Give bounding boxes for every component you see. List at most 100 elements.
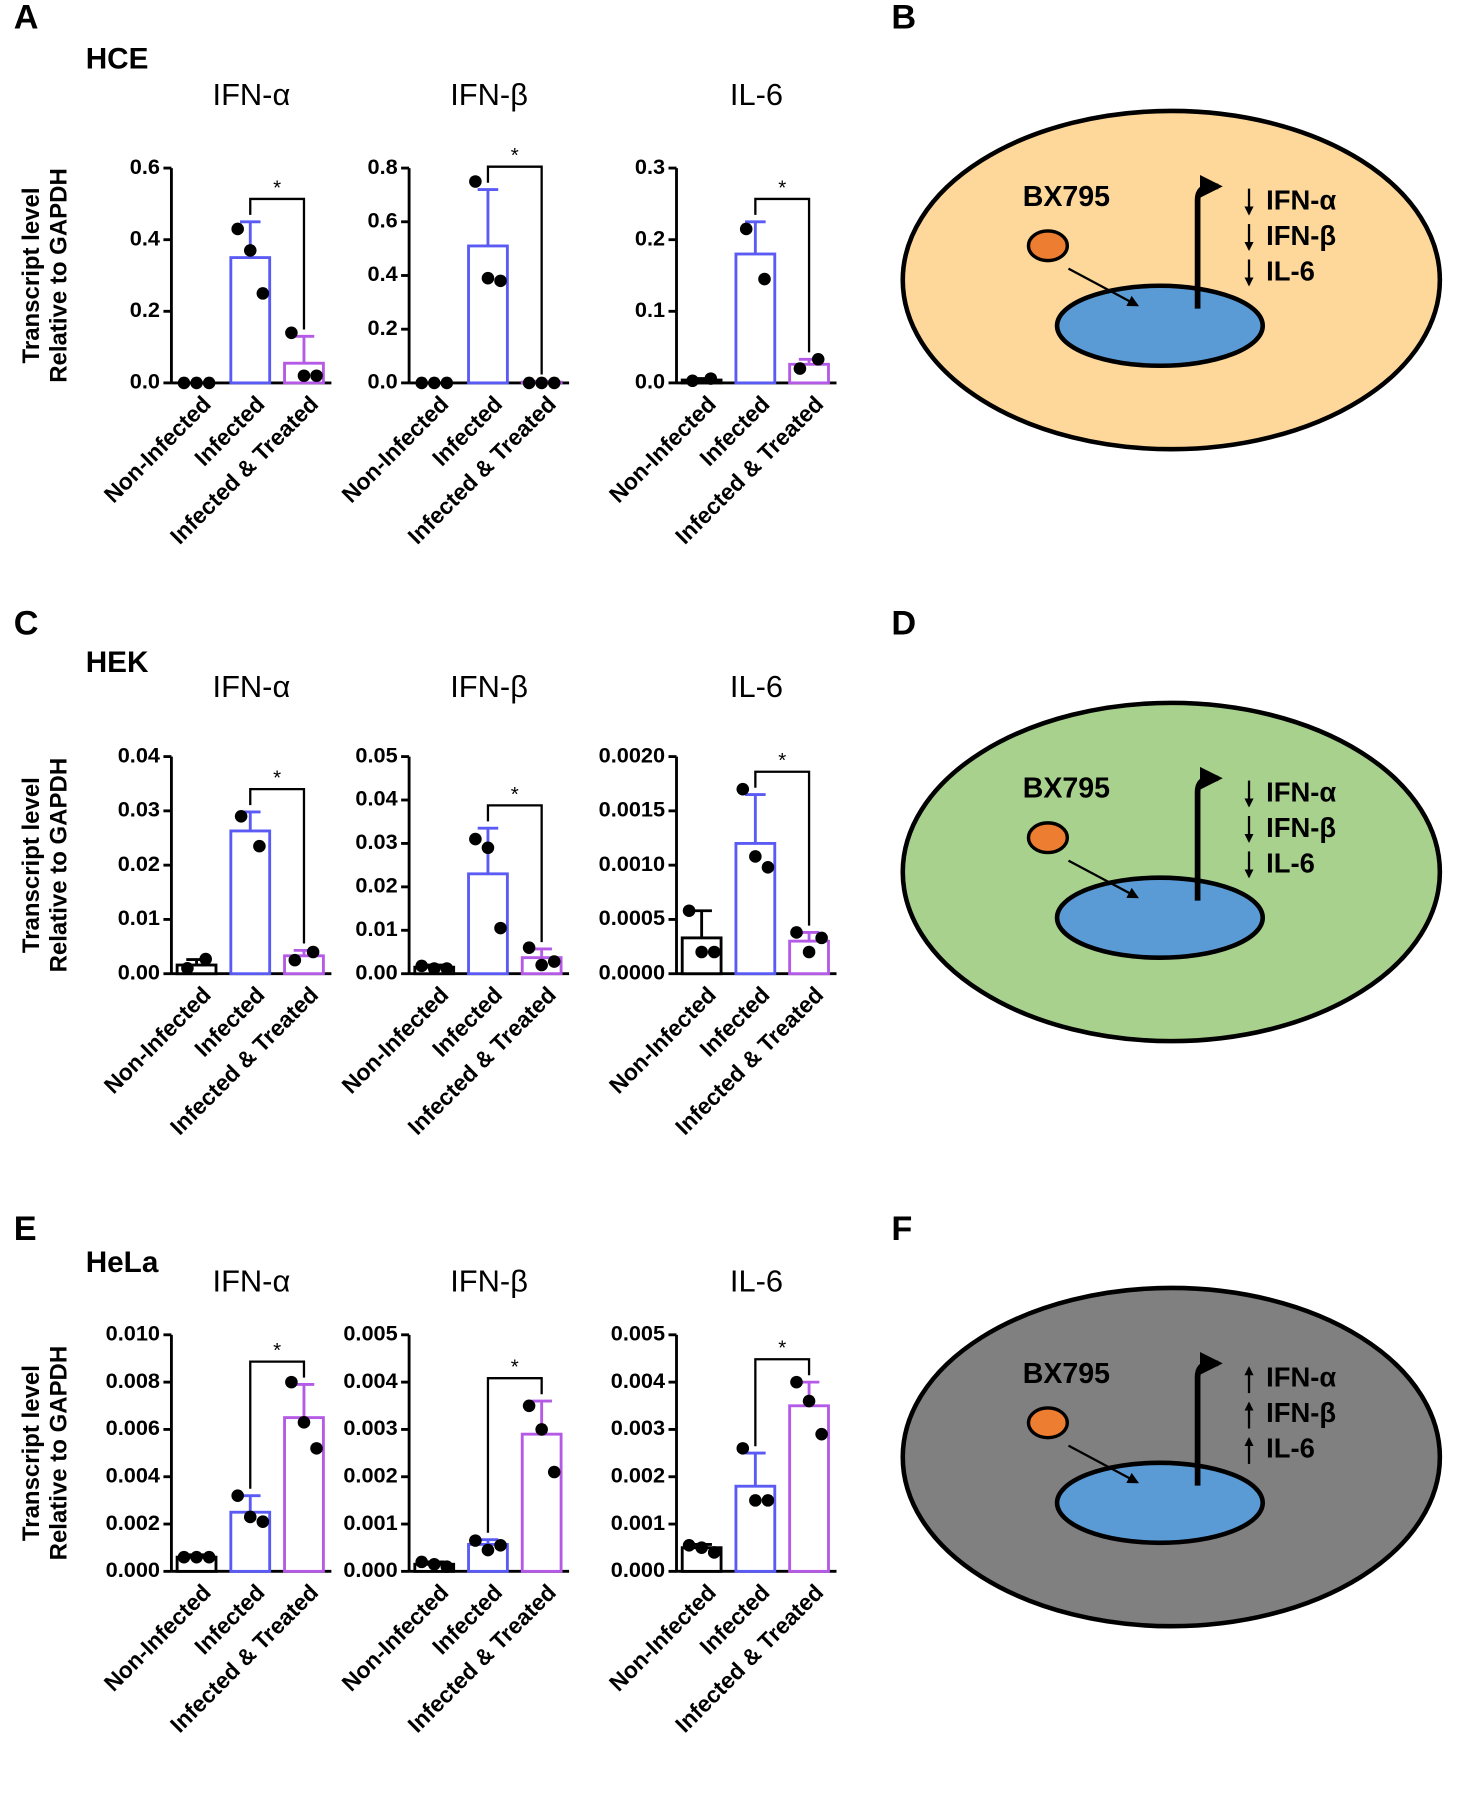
chart-title: IFN-β [450, 1263, 528, 1298]
data-point [469, 1534, 482, 1547]
significance-label: * [273, 176, 281, 199]
y-tick-label: 0.03 [118, 797, 160, 822]
data-point [310, 369, 323, 383]
data-point [285, 1375, 298, 1389]
y-tick-label: 0.0 [130, 369, 160, 394]
significance-label: * [778, 749, 786, 772]
y-axis-label: Transcript level [18, 1365, 45, 1541]
chart-title: IFN-α [213, 1263, 291, 1298]
panel-letter: D [891, 604, 916, 642]
transcription-arrow [1194, 174, 1223, 309]
drug-molecule [1026, 229, 1070, 263]
error-bar [293, 1383, 315, 1418]
data-point [802, 945, 816, 959]
y-tick-label: 0.004 [106, 1462, 160, 1487]
drug-molecule [1026, 821, 1070, 855]
error-bar [691, 909, 712, 938]
y-tick-label: 0.003 [611, 1415, 665, 1440]
gene-label: IFN-β [1266, 812, 1336, 843]
y-axis-label: Relative to GAPDH [45, 168, 72, 383]
data-point [749, 850, 762, 863]
data-point [440, 376, 454, 390]
y-tick-label: 0.0 [368, 369, 398, 394]
significance-bracket [249, 1360, 306, 1489]
significance-label: * [778, 1337, 786, 1360]
drug-label: BX795 [1023, 181, 1110, 213]
cell-body [900, 1285, 1443, 1629]
data-point [758, 272, 771, 286]
data-point [234, 810, 248, 823]
data-point [535, 1423, 548, 1436]
significance-label: * [273, 1339, 281, 1362]
data-point [761, 1494, 775, 1507]
error-bar [477, 188, 499, 246]
data-point [695, 1541, 708, 1554]
y-tick-label: 0.2 [130, 297, 160, 322]
bar [283, 1416, 325, 1573]
gene-label: IL-6 [1266, 1432, 1315, 1463]
bar [734, 252, 777, 385]
bar [467, 872, 509, 976]
cell-body [900, 108, 1443, 452]
panel-letter: E [14, 1210, 37, 1248]
y-tick-label: 0.4 [368, 261, 398, 286]
y-tick-label: 0.6 [130, 154, 160, 179]
data-point [695, 945, 708, 959]
nucleus [1054, 1460, 1266, 1546]
chart-title: IFN-α [213, 77, 291, 112]
data-point [190, 1550, 203, 1564]
bar [788, 1404, 830, 1573]
y-tick-label: 0.3 [635, 154, 665, 179]
gene-label: IFN-β [1266, 1397, 1336, 1428]
y-tick-label: 0.8 [368, 154, 398, 179]
significance-label: * [273, 767, 281, 790]
data-point [481, 1543, 495, 1557]
data-point [427, 376, 441, 390]
data-point [190, 376, 203, 390]
data-point [682, 904, 696, 918]
y-tick-label: 0.004 [611, 1368, 665, 1393]
y-tick-label: 0.01 [355, 916, 397, 941]
cell-line-label: HEK [86, 646, 149, 679]
data-point [494, 921, 507, 935]
panel-letter: B [891, 0, 916, 37]
data-point [547, 1465, 561, 1479]
y-tick-label: 0.000 [611, 1557, 665, 1582]
y-tick-label: 0.04 [118, 742, 160, 767]
nucleus [1054, 283, 1266, 369]
data-point [427, 962, 441, 975]
bar [229, 256, 272, 385]
data-point [547, 955, 561, 968]
data-point [256, 287, 270, 300]
y-tick-label: 0.002 [106, 1510, 160, 1535]
data-point [749, 1494, 762, 1507]
y-axis-label: Transcript level [18, 777, 45, 953]
data-point [535, 376, 548, 390]
data-point [522, 376, 536, 390]
transcription-arrow [1194, 1351, 1223, 1486]
data-point [707, 1546, 721, 1559]
y-tick-label: 0.05 [355, 742, 397, 767]
chart-title: IL-6 [730, 77, 783, 112]
significance-bracket [486, 804, 543, 943]
drug-arrow [1067, 859, 1140, 899]
data-point [285, 326, 298, 340]
significance-label: * [511, 1356, 519, 1379]
data-point [243, 244, 257, 257]
significance-bracket [249, 197, 306, 330]
y-tick-label: 0.01 [118, 905, 160, 930]
significance-bracket [754, 1358, 811, 1447]
data-point [253, 839, 266, 853]
chart-title: IFN-β [450, 77, 528, 112]
y-tick-label: 0.0015 [599, 797, 665, 822]
drug-molecule [1026, 1406, 1070, 1440]
error-bar [745, 1451, 766, 1487]
data-point [522, 1399, 536, 1413]
data-point [310, 1442, 323, 1455]
data-point [469, 832, 482, 846]
data-point [547, 376, 561, 390]
y-tick-label: 0.2 [635, 225, 665, 250]
data-point [704, 372, 718, 385]
cell-body [900, 700, 1443, 1044]
